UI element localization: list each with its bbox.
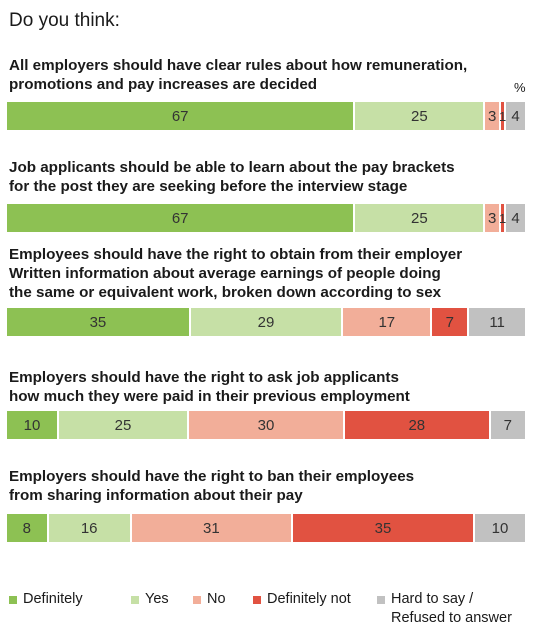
data-label: 11 xyxy=(489,313,505,331)
bar-segment: 1 xyxy=(498,102,507,130)
data-label: 3 xyxy=(488,209,497,227)
data-label: 7 xyxy=(445,313,454,331)
stacked-bar: 67 25 3 1 4 xyxy=(7,204,527,232)
bar-segment: 3 xyxy=(485,204,499,232)
data-label: 35 xyxy=(89,313,107,331)
data-label: 16 xyxy=(80,519,98,537)
bar-segment: 30 xyxy=(189,411,343,439)
bar-segment: 28 xyxy=(345,411,489,439)
bar-segment: 35 xyxy=(293,514,473,542)
bar-segment: 4 xyxy=(506,102,525,130)
data-label: 7 xyxy=(503,416,512,434)
data-label: 1 xyxy=(498,210,507,226)
bar-segment: 25 xyxy=(59,411,187,439)
data-label: 10 xyxy=(491,519,509,537)
legend-swatch xyxy=(193,596,201,604)
legend-label: Definitely xyxy=(23,591,83,607)
legend-swatch xyxy=(131,596,139,604)
unit-label: % xyxy=(514,80,526,95)
legend-label: No xyxy=(207,591,226,607)
question-label: Employers should have the right to ban t… xyxy=(9,468,415,504)
legend-swatch xyxy=(253,596,261,604)
legend: Definitely Yes No Definitely not Hard to say… xyxy=(0,590,534,640)
stacked-bar: 35 29 17 7 11 xyxy=(7,308,527,336)
stacked-bar: 10 25 30 28 7 xyxy=(7,411,527,439)
legend-swatch xyxy=(377,596,385,604)
bar-segment: 35 xyxy=(7,308,189,336)
data-label: 1 xyxy=(498,108,507,124)
question-label: Employees should have the right to obtai… xyxy=(9,246,463,301)
data-label: 67 xyxy=(171,209,189,227)
bar-segment: 7 xyxy=(432,308,468,336)
data-label: 25 xyxy=(114,416,132,434)
bar-segment: 10 xyxy=(7,411,57,439)
bar-segment: 7 xyxy=(490,411,525,439)
data-label: 35 xyxy=(374,519,392,537)
legend-label: Yes xyxy=(145,591,169,607)
data-label: 25 xyxy=(411,209,428,227)
chart-title: Do you think: xyxy=(9,10,120,31)
stacked-bar: 8 16 31 35 10 xyxy=(7,514,527,542)
bar-segment: 29 xyxy=(190,308,342,336)
bar-segment: 67 xyxy=(7,204,354,232)
bar-segment: 25 xyxy=(355,102,484,130)
data-label: 28 xyxy=(408,416,426,434)
legend-label: Definitely not xyxy=(267,591,351,607)
data-label: 25 xyxy=(411,107,428,125)
question-label: All employers should have clear rules ab… xyxy=(9,57,468,93)
bar-segment: 67 xyxy=(7,102,354,130)
data-label: 3 xyxy=(488,107,497,125)
bar-segment: 8 xyxy=(7,514,47,542)
data-label: 8 xyxy=(22,519,31,537)
data-label: 67 xyxy=(171,107,189,125)
bar-segment: 11 xyxy=(469,308,525,336)
data-label: 31 xyxy=(203,519,220,537)
bar-segment: 4 xyxy=(506,204,525,232)
question-label: Employers should have the right to ask j… xyxy=(9,369,410,405)
data-label: 17 xyxy=(378,313,396,331)
stacked-bar: 67 25 3 1 4 xyxy=(7,102,527,130)
legend-label: Hard to say / Refused to answer xyxy=(391,591,512,626)
bar-segment: 3 xyxy=(485,102,499,130)
bar-segment: 25 xyxy=(355,204,484,232)
bar-segment: 31 xyxy=(131,514,291,542)
bar-segment: 1 xyxy=(498,204,507,232)
bar-segment: 17 xyxy=(343,308,431,336)
data-label: 29 xyxy=(257,313,275,331)
data-label: 30 xyxy=(257,416,275,434)
legend-swatch xyxy=(9,596,17,604)
data-label: 4 xyxy=(511,209,520,227)
data-label: 10 xyxy=(23,416,41,434)
data-label: 4 xyxy=(511,107,520,125)
bar-segment: 16 xyxy=(48,514,130,542)
bar-segment: 10 xyxy=(475,514,525,542)
question-label: Job applicants should be able to learn a… xyxy=(9,159,455,195)
